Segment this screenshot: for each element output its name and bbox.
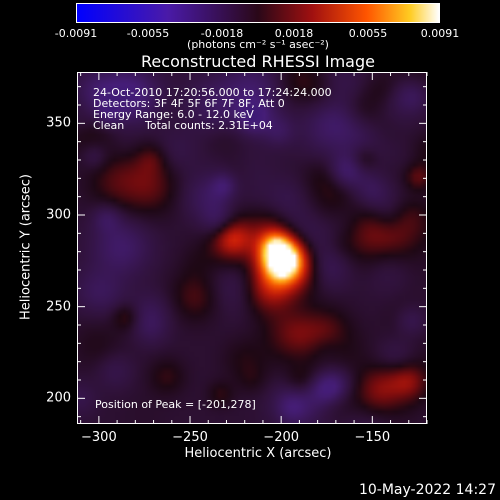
timestamp: 10-May-2022 14:27 xyxy=(358,482,496,498)
y-tick-label: 300 xyxy=(46,207,71,223)
y-axis-label: Heliocentric Y (arcsec) xyxy=(18,174,34,320)
info-total-counts: Total counts: 2.31E+04 xyxy=(145,119,273,132)
info-algorithm: Clean xyxy=(93,119,125,132)
plot-frame xyxy=(77,72,427,424)
colorbar-tick-label: 0.0018 xyxy=(274,27,314,40)
y-tick-label: 250 xyxy=(46,299,71,315)
colorbar-tick-label: 0.0055 xyxy=(348,27,388,40)
peak-position-label: Position of Peak = [-201,278] xyxy=(95,398,256,411)
colorbar-tick-label: -0.0091 xyxy=(54,27,98,40)
colorbar-tick-label: -0.0055 xyxy=(126,27,170,40)
info-detectors: Detectors: 3F 4F 5F 6F 7F 8F, Att 0 xyxy=(93,97,285,110)
y-tick-label: 350 xyxy=(46,115,71,131)
colorbar-tick-label: 0.0091 xyxy=(420,27,460,40)
plot-area xyxy=(77,72,427,424)
colorbar-unit-label: (photons cm⁻² s⁻¹ asec⁻²) xyxy=(187,38,329,51)
x-axis-label: Heliocentric X (arcsec) xyxy=(184,446,332,461)
x-tick-label: −150 xyxy=(354,430,391,445)
heatmap-image xyxy=(77,72,427,424)
y-tick-label: 200 xyxy=(46,390,71,406)
colorbar xyxy=(76,3,440,23)
info-time-range: 24-Oct-2010 17:20:56.000 to 17:24:24.000 xyxy=(93,86,332,99)
x-tick-label: −200 xyxy=(263,430,300,445)
chart-title: Reconstructed RHESSI Image xyxy=(141,52,375,71)
x-tick-label: −300 xyxy=(81,430,117,445)
info-energy-range: Energy Range: 6.0 - 12.0 keV xyxy=(93,108,254,121)
colorbar-tick-label: -0.0018 xyxy=(200,27,244,40)
x-tick-label: −250 xyxy=(172,430,208,445)
